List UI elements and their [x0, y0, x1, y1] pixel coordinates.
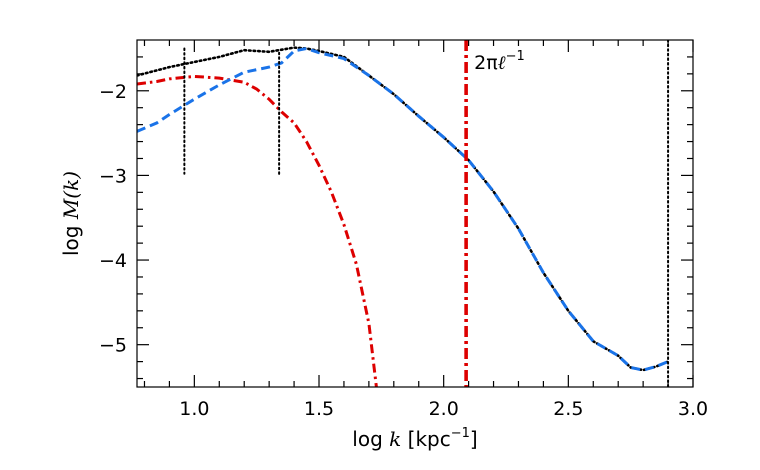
y-axis-label-prefix: log: [59, 219, 83, 256]
series-line-black: [137, 46, 670, 372]
y-tick-label: −3: [99, 165, 127, 187]
x-tick-label: 2.5: [553, 398, 583, 420]
x-axis-label-variable: k: [389, 427, 401, 451]
x-tick-label: 2.0: [429, 398, 459, 420]
x-tick-label: 1.0: [179, 398, 209, 420]
tick-layer: [137, 40, 694, 387]
x-axis-label-close: ]: [470, 427, 478, 451]
x-tick-label: 1.5: [304, 398, 334, 420]
label-layer: 1.0 1.5 2.0 2.5 3.0 −2 −3 −4 −5: [99, 81, 708, 420]
x-axis-label: log k [kpc−1]: [352, 426, 477, 451]
series-line-red: [137, 74, 378, 387]
annotation-variable: ℓ: [498, 52, 506, 74]
series-layer: [137, 46, 670, 387]
x-axis-label-prefix: log: [352, 427, 389, 451]
x-axis-label-superscript: −1: [451, 426, 470, 441]
y-tick-label: −5: [99, 335, 127, 357]
series-line-blue: [137, 46, 669, 372]
y-axis-label-variable: M(k): [59, 171, 83, 220]
annotation-superscript: −1: [506, 49, 525, 64]
x-axis-label-unit: [kpc: [401, 427, 450, 451]
plot-frame: [136, 39, 694, 388]
y-tick-label: −4: [99, 250, 127, 272]
annotation-label: 2πℓ−1: [474, 49, 525, 74]
y-axis-label: log M(k): [59, 171, 83, 256]
annotation-prefix: 2π: [474, 52, 498, 74]
x-tick-label: 3.0: [678, 398, 708, 420]
vline-layer: [183, 40, 670, 387]
y-tick-label: −2: [99, 81, 127, 103]
